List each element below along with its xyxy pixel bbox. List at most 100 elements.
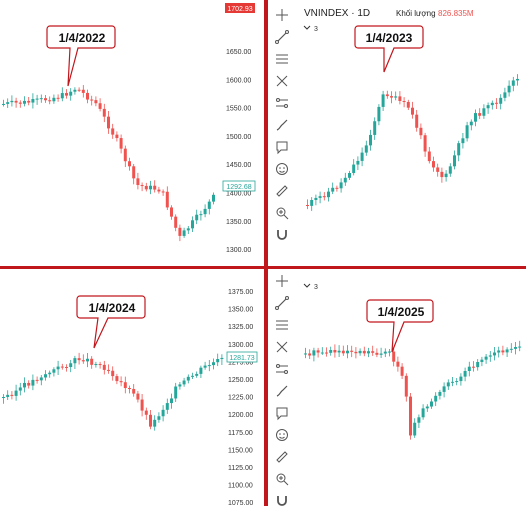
projection-icon[interactable] xyxy=(274,95,290,111)
candle-body xyxy=(488,355,492,357)
callout-label: 1/4/2023 xyxy=(366,31,413,45)
indicator-toggle[interactable]: 3 xyxy=(303,25,318,33)
candle-body xyxy=(69,363,73,368)
candle-body xyxy=(490,102,494,106)
zoom-icon[interactable] xyxy=(274,205,290,221)
price-axis-label: 1450.00 xyxy=(226,162,251,169)
candle-body xyxy=(406,101,410,108)
candle-body xyxy=(132,166,136,179)
candle-body xyxy=(115,134,119,139)
chart-panel-2024[interactable]: 1375.00 1350.00 1325.00 1300.00 1275.00 1250.… xyxy=(0,268,268,506)
ruler-icon[interactable] xyxy=(274,449,290,465)
callout-2025: 1/4/2025 xyxy=(366,299,434,353)
ruler-icon[interactable] xyxy=(274,183,290,199)
candle-body xyxy=(457,143,461,156)
trend-line-icon[interactable] xyxy=(274,29,290,45)
candle-body xyxy=(377,106,381,122)
candle-body xyxy=(60,366,64,368)
emoji-icon[interactable] xyxy=(274,427,290,443)
brush-icon[interactable] xyxy=(274,383,290,399)
note-icon[interactable] xyxy=(274,139,290,155)
candle-body xyxy=(153,185,157,190)
candle-body xyxy=(2,396,5,398)
candle-body xyxy=(212,362,215,366)
candle-body xyxy=(474,113,477,122)
candle-body xyxy=(170,398,173,404)
candle-body xyxy=(73,89,77,92)
emoji-icon[interactable] xyxy=(274,161,290,177)
candle-body xyxy=(73,358,77,364)
price-axis-label: 1175.00 xyxy=(228,430,253,437)
candle-body xyxy=(421,408,425,418)
candle-body xyxy=(182,230,186,236)
candle-body xyxy=(476,361,480,368)
candle-body xyxy=(174,386,178,399)
trend-line-icon[interactable] xyxy=(274,295,290,311)
candle-body xyxy=(69,91,73,96)
candlestick-chart-2024[interactable]: 1375.00 1350.00 1325.00 1300.00 1275.00 1250.… xyxy=(0,268,268,506)
price-axis-label: 1350.00 xyxy=(226,219,251,226)
candle-body xyxy=(373,121,377,135)
candle-body xyxy=(358,350,362,354)
candle-body xyxy=(461,138,465,144)
candle-body xyxy=(343,177,347,183)
candle-body xyxy=(161,409,165,417)
candle-body xyxy=(444,173,448,178)
candle-body xyxy=(442,386,446,392)
callout-label: 1/4/2022 xyxy=(59,31,106,45)
candle-body xyxy=(375,352,379,355)
indicator-count: 3 xyxy=(314,26,318,33)
price-axis-label: 1275.00 xyxy=(228,359,253,366)
candle-body xyxy=(425,406,429,409)
price-axis-label: 1500.00 xyxy=(226,134,251,141)
candle-body xyxy=(362,350,366,354)
candle-body xyxy=(398,96,402,101)
candle-body xyxy=(341,350,345,354)
crosshair-icon[interactable] xyxy=(274,273,290,289)
magnet-icon[interactable] xyxy=(274,227,290,243)
candle-body xyxy=(102,108,106,117)
fib-icon[interactable] xyxy=(274,317,290,333)
candle-body xyxy=(411,107,414,115)
candle-body xyxy=(115,376,119,382)
candle-body xyxy=(107,369,110,371)
candle-body xyxy=(306,205,309,206)
candle-body xyxy=(23,382,26,388)
pattern-icon[interactable] xyxy=(274,339,290,355)
candle-body xyxy=(367,351,370,354)
indicator-toggle[interactable]: 3 xyxy=(303,283,318,291)
candle-body xyxy=(480,359,484,362)
candlestick-chart-2023[interactable]: VNINDEX · 1D Khối lượng 826.835M 3 1/4/2… xyxy=(268,0,526,268)
brush-icon[interactable] xyxy=(274,117,290,133)
candlestick-chart-2025[interactable]: 3 1/4/2025 xyxy=(268,268,526,506)
candle-body xyxy=(60,93,64,99)
candle-body xyxy=(423,135,427,152)
crosshair-icon[interactable] xyxy=(274,7,290,23)
projection-icon[interactable] xyxy=(274,361,290,377)
candle-body xyxy=(165,403,169,410)
candle-body xyxy=(86,92,89,100)
candle-body xyxy=(31,99,35,103)
candle-body xyxy=(310,199,314,206)
candle-body xyxy=(27,382,31,386)
magnet-icon[interactable] xyxy=(274,493,290,509)
price-axis-label: 1100.00 xyxy=(228,483,253,490)
candle-body xyxy=(56,366,60,370)
candle-body xyxy=(501,350,505,353)
candle-body xyxy=(90,358,94,365)
candle-body xyxy=(191,220,194,229)
candle-body xyxy=(107,116,110,129)
candle-body xyxy=(453,155,456,167)
candlestick-chart-2022[interactable]: 1650.00 1600.00 1550.00 1500.00 1450.00 1400.… xyxy=(0,0,268,268)
candle-body xyxy=(14,390,18,396)
candle-body xyxy=(516,78,519,81)
fib-icon[interactable] xyxy=(274,51,290,67)
chart-panel-2025[interactable]: 3 1/4/2025 xyxy=(268,268,526,506)
chart-panel-2023[interactable]: VNINDEX · 1D Khối lượng 826.835M 3 1/4/2… xyxy=(268,0,526,268)
candle-body xyxy=(178,227,182,236)
note-icon[interactable] xyxy=(274,405,290,421)
zoom-icon[interactable] xyxy=(274,471,290,487)
candle-body xyxy=(52,97,56,102)
pattern-icon[interactable] xyxy=(274,73,290,89)
chart-panel-2022[interactable]: 1650.00 1600.00 1550.00 1500.00 1450.00 1400.… xyxy=(0,0,268,268)
